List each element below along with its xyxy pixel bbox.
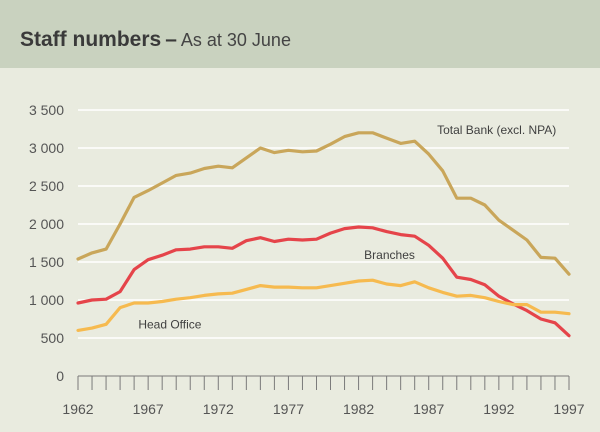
y-tick-label: 1 500 bbox=[29, 254, 64, 270]
chart-header: Staff numbers – As at 30 June bbox=[0, 0, 600, 68]
y-tick-label: 2 000 bbox=[29, 216, 64, 232]
x-tick-label: 1977 bbox=[273, 401, 304, 417]
series-annotation: Branches bbox=[364, 248, 415, 262]
series-line-branches bbox=[76, 225, 571, 338]
x-tick-label: 1982 bbox=[343, 401, 374, 417]
y-tick-label: 2 500 bbox=[29, 178, 64, 194]
x-tick-label: 1972 bbox=[203, 401, 234, 417]
x-tick-label: 1987 bbox=[413, 401, 444, 417]
series-line-total-bank-excl-npa bbox=[76, 131, 571, 276]
y-tick-label: 1 000 bbox=[29, 292, 64, 308]
y-tick-label: 3 000 bbox=[29, 140, 64, 156]
y-tick-label: 500 bbox=[41, 330, 65, 346]
chart-title: Staff numbers – As at 30 June bbox=[20, 28, 291, 52]
y-tick-label: 0 bbox=[56, 368, 64, 384]
x-tick-label: 1992 bbox=[483, 401, 514, 417]
series-line-head-office bbox=[76, 278, 571, 332]
title-separator: – bbox=[165, 28, 177, 51]
title-subtitle: As at 30 June bbox=[180, 30, 291, 50]
x-tick-label: 1997 bbox=[553, 401, 584, 417]
x-tick-label: 1962 bbox=[62, 401, 93, 417]
y-tick-label: 3 500 bbox=[29, 102, 64, 118]
x-tick-label: 1967 bbox=[133, 401, 164, 417]
title-main: Staff numbers bbox=[20, 28, 162, 51]
series-annotation: Total Bank (excl. NPA) bbox=[437, 123, 556, 137]
series-annotation: Head Office bbox=[138, 317, 201, 331]
